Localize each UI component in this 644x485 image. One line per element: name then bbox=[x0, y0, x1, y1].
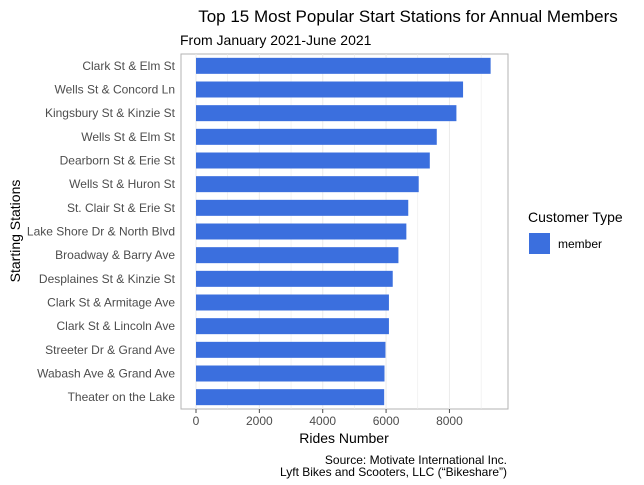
bars-group bbox=[196, 57, 491, 406]
bar bbox=[196, 128, 437, 145]
chart-subtitle: From January 2021-June 2021 bbox=[180, 32, 372, 48]
bar bbox=[196, 270, 393, 287]
x-tick-label: 0 bbox=[193, 414, 200, 428]
y-tick-labels: Clark St & Elm St Wells St & Concord Ln Ki… bbox=[27, 59, 176, 404]
x-tick-labels: 0 2000 4000 6000 8000 bbox=[193, 409, 463, 428]
legend: Customer Type member bbox=[528, 209, 623, 254]
bar bbox=[196, 365, 385, 382]
y-axis-title: Starting Stations bbox=[7, 180, 23, 283]
bar bbox=[196, 341, 386, 358]
y-tick-label: Wells St & Huron St bbox=[69, 177, 175, 191]
caption-line-2: Lyft Bikes and Scooters, LLC (“Bikeshare… bbox=[280, 465, 507, 479]
bar bbox=[196, 176, 419, 193]
bar bbox=[196, 247, 399, 264]
y-tick-label: Kingsbury St & Kinzie St bbox=[45, 106, 176, 120]
bar bbox=[196, 294, 389, 311]
legend-swatch-member bbox=[529, 233, 550, 254]
y-tick-label: St. Clair St & Erie St bbox=[67, 201, 176, 215]
y-tick-label: Dearborn St & Erie St bbox=[60, 154, 176, 168]
y-tick-label: Wells St & Elm St bbox=[81, 130, 175, 144]
bar bbox=[196, 152, 430, 169]
legend-label-member: member bbox=[558, 237, 602, 251]
y-tick-label: Clark St & Lincoln Ave bbox=[56, 319, 175, 333]
y-tick-label: Desplaines St & Kinzie St bbox=[39, 272, 176, 286]
x-tick-label: 8000 bbox=[436, 414, 463, 428]
y-tick-label: Wells St & Concord Ln bbox=[55, 83, 176, 97]
x-tick-label: 4000 bbox=[309, 414, 336, 428]
caption-line-1: Source: Motivate International Inc. bbox=[325, 453, 507, 467]
y-tick-label: Wabash Ave & Grand Ave bbox=[37, 367, 175, 381]
bar bbox=[196, 81, 464, 98]
bar bbox=[196, 389, 385, 406]
y-tick-label: Streeter Dr & Grand Ave bbox=[45, 343, 175, 357]
x-tick-label: 2000 bbox=[246, 414, 273, 428]
y-tick-label: Clark St & Armitage Ave bbox=[47, 296, 175, 310]
bar bbox=[196, 223, 407, 240]
y-tick-label: Broadway & Barry Ave bbox=[55, 248, 175, 262]
chart-title: Top 15 Most Popular Start Stations for A… bbox=[198, 7, 618, 26]
y-tick-label: Clark St & Elm St bbox=[82, 59, 175, 73]
bar bbox=[196, 199, 409, 216]
bar bbox=[196, 318, 389, 335]
x-tick-label: 6000 bbox=[373, 414, 400, 428]
bar bbox=[196, 105, 457, 122]
y-tick-label: Lake Shore Dr & North Blvd bbox=[27, 225, 175, 239]
bar bbox=[196, 57, 491, 74]
y-tick-label: Theater on the Lake bbox=[68, 390, 176, 404]
x-axis-title: Rides Number bbox=[299, 430, 389, 446]
legend-title: Customer Type bbox=[528, 209, 623, 225]
